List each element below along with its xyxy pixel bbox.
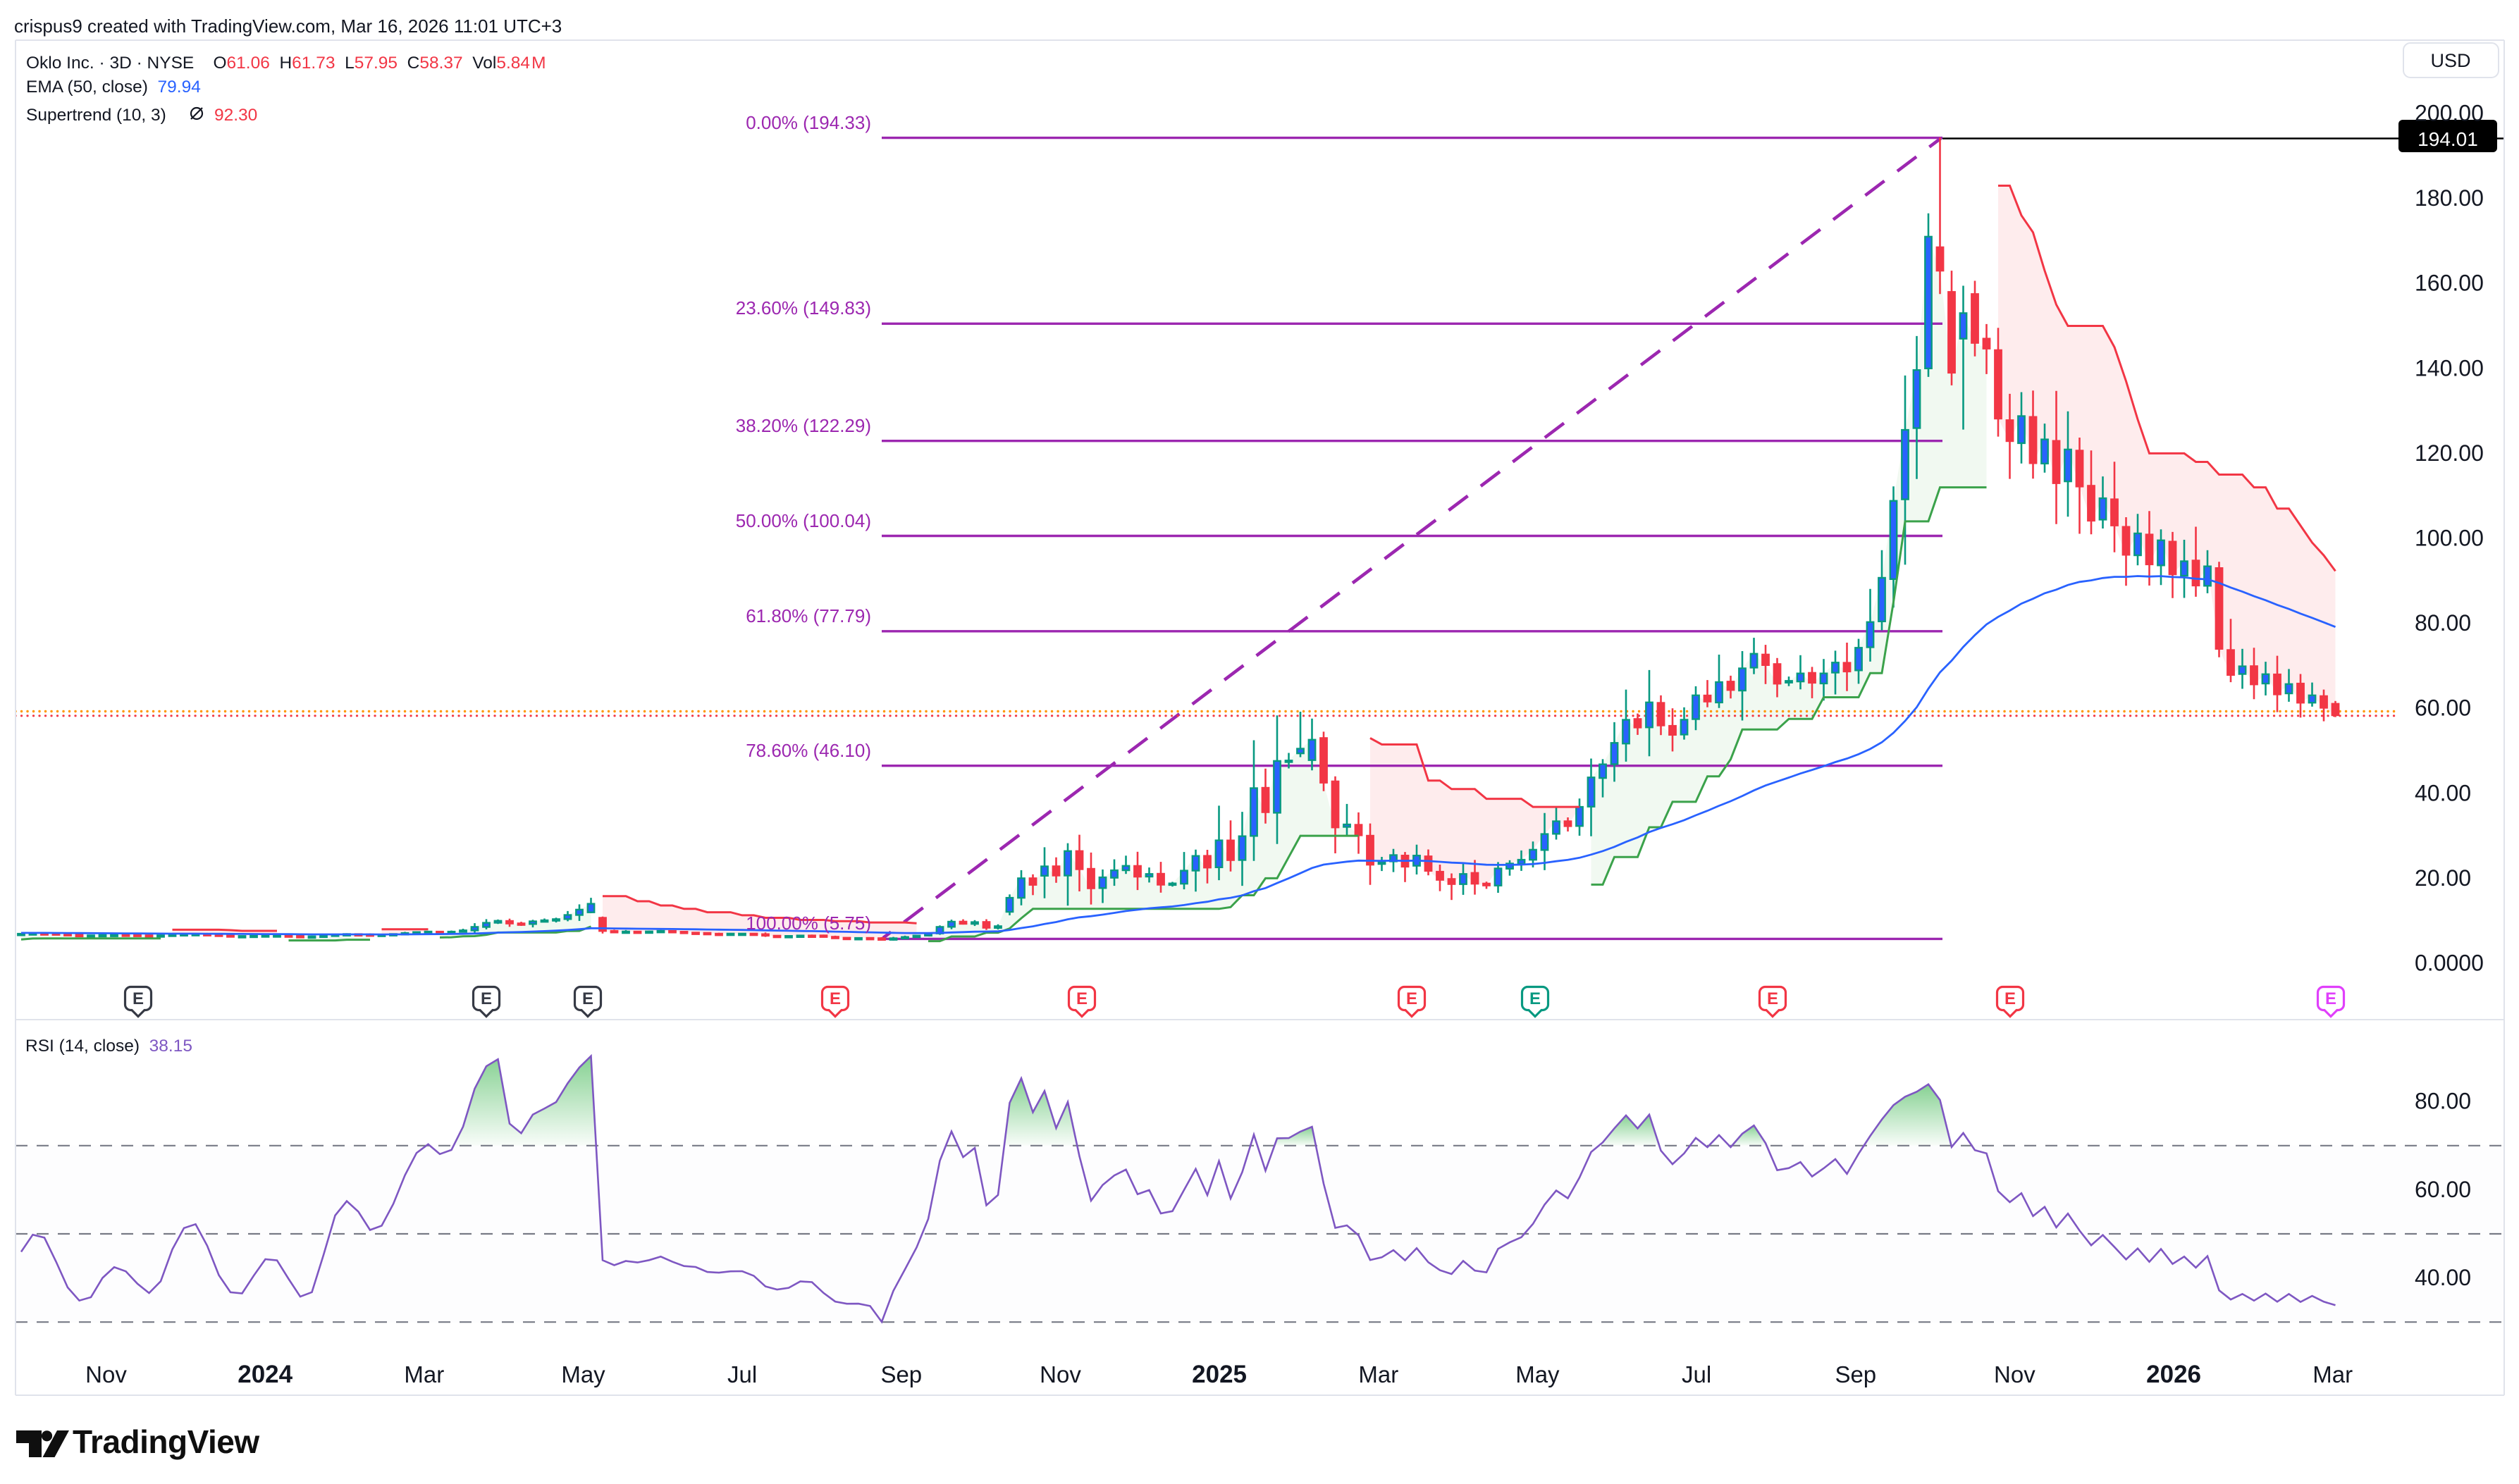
svg-text:E: E (481, 989, 492, 1008)
svg-text:20.00: 20.00 (2415, 865, 2471, 891)
svg-text:USD: USD (2430, 50, 2470, 71)
svg-text:Sep: Sep (880, 1361, 922, 1387)
svg-text:Mar: Mar (1358, 1361, 1398, 1387)
svg-text:61.80% (77.79): 61.80% (77.79) (746, 605, 871, 626)
svg-text:Jul: Jul (727, 1361, 757, 1387)
svg-text:60.00: 60.00 (2415, 695, 2471, 721)
svg-text:60.00: 60.00 (2415, 1177, 2471, 1202)
svg-text:TradingView: TradingView (73, 1423, 259, 1460)
svg-text:100.00: 100.00 (2415, 526, 2484, 551)
svg-text:180.00: 180.00 (2415, 185, 2484, 211)
svg-text:Oklo Inc. · 3D · NYSE O61.0: Oklo Inc. · 3D · NYSE O61.06 H61.73 L57.… (26, 54, 546, 73)
svg-text:Jul: Jul (1682, 1361, 1711, 1387)
svg-text:92.30: 92.30 (214, 106, 257, 125)
svg-text:200.00: 200.00 (2415, 101, 2484, 126)
svg-text:EMA (50, close) 79.94: EMA (50, close) 79.94 (26, 78, 201, 97)
svg-text:E: E (133, 989, 144, 1008)
svg-text:Mar: Mar (2312, 1361, 2353, 1387)
svg-text:Nov: Nov (1040, 1361, 1081, 1387)
svg-text:120.00: 120.00 (2415, 440, 2484, 466)
svg-text:38.20% (122.29): 38.20% (122.29) (736, 415, 871, 436)
svg-text:E: E (1076, 989, 1088, 1008)
svg-text:Nov: Nov (85, 1361, 127, 1387)
svg-text:RSI (14, close) 38.15: RSI (14, close) 38.15 (25, 1037, 192, 1056)
svg-text:Supertrend (10, 3): Supertrend (10, 3) (26, 106, 166, 125)
svg-text:194.01: 194.01 (2418, 128, 2478, 150)
svg-text:2024: 2024 (238, 1361, 292, 1388)
svg-text:Nov: Nov (1994, 1361, 2035, 1387)
svg-text:140.00: 140.00 (2415, 355, 2484, 381)
svg-text:80.00: 80.00 (2415, 610, 2471, 636)
svg-text:crispus9 created with TradingV: crispus9 created with TradingView.com, M… (14, 16, 562, 37)
svg-text:160.00: 160.00 (2415, 271, 2484, 296)
svg-text:May: May (1515, 1361, 1560, 1387)
svg-text:40.00: 40.00 (2415, 780, 2471, 805)
svg-text:E: E (830, 989, 841, 1008)
svg-text:2026: 2026 (2146, 1361, 2201, 1388)
svg-text:E: E (2004, 989, 2016, 1008)
svg-text:100.00% (5.75): 100.00% (5.75) (746, 913, 871, 934)
svg-text:E: E (1406, 989, 1417, 1008)
svg-text:23.60% (149.83): 23.60% (149.83) (736, 297, 871, 319)
svg-text:50.00% (100.04): 50.00% (100.04) (736, 510, 871, 531)
svg-text:E: E (1529, 989, 1541, 1008)
svg-text:80.00: 80.00 (2415, 1089, 2471, 1114)
svg-text:78.60% (46.10): 78.60% (46.10) (746, 740, 871, 761)
svg-text:Sep: Sep (1835, 1361, 1876, 1387)
svg-text:Mar: Mar (404, 1361, 444, 1387)
svg-text:E: E (1767, 989, 1778, 1008)
svg-text:May: May (561, 1361, 605, 1387)
svg-text:E: E (2325, 989, 2336, 1008)
svg-text:E: E (582, 989, 593, 1008)
svg-text:40.00: 40.00 (2415, 1265, 2471, 1290)
svg-text:2025: 2025 (1192, 1361, 1247, 1388)
svg-text:0.00% (194.33): 0.00% (194.33) (746, 112, 871, 133)
svg-text:0.0000: 0.0000 (2415, 951, 2484, 976)
